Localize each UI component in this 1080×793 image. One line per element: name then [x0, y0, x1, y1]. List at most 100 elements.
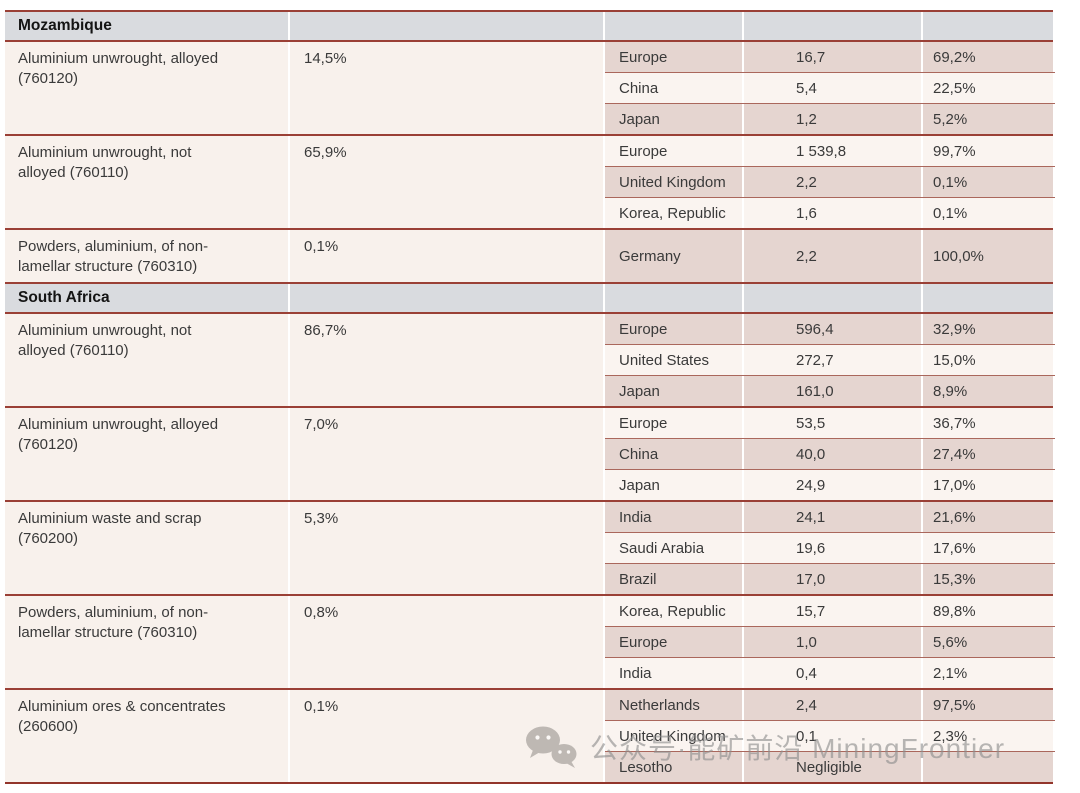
country-header-label: South Africa — [5, 284, 288, 312]
destination-row: Lesotho Negligible — [605, 751, 1055, 782]
percent-cell: 99,7% — [923, 136, 1053, 166]
destination-row: China 40,0 27,4% — [605, 438, 1055, 469]
value-cell: 2,2 — [744, 230, 921, 282]
country-header-fill — [923, 12, 1053, 40]
value-cell: 0,4 — [744, 658, 921, 688]
export-table: Mozambique Aluminium unwrought, alloyed (… — [5, 10, 1055, 784]
destination-cell: India — [605, 658, 742, 688]
commodity-group: Aluminium unwrought, alloyed (760120) 14,… — [5, 42, 1055, 134]
destination-row: Europe 53,5 36,7% — [605, 408, 1055, 438]
destination-row: India 24,1 21,6% — [605, 502, 1055, 532]
value-cell: Negligible — [744, 752, 921, 782]
destination-cell: India — [605, 502, 742, 532]
value-cell: 596,4 — [744, 314, 921, 344]
destination-row: China 5,4 22,5% — [605, 72, 1055, 103]
percent-cell: 2,3% — [923, 721, 1053, 751]
commodity-group: Aluminium waste and scrap (760200) 5,3% In… — [5, 500, 1055, 594]
destination-row: Japan 24,9 17,0% — [605, 469, 1055, 500]
commodity-cell: Powders, aluminium, of non- lamellar str… — [5, 230, 288, 282]
country-header: South Africa — [5, 282, 1053, 314]
destination-row: Europe 1,0 5,6% — [605, 626, 1055, 657]
destination-rows: Europe 1 539,8 99,7% United Kingdom 2,2 0,1% K… — [605, 136, 1055, 228]
destination-cell: China — [605, 73, 742, 103]
destination-rows: Korea, Republic 15,7 89,8% Europe 1,0 5,6% Ind… — [605, 596, 1055, 688]
percent-cell — [923, 752, 1053, 782]
destination-cell: Europe — [605, 314, 742, 344]
share-cell: 0,8% — [290, 596, 603, 688]
destination-cell: United Kingdom — [605, 167, 742, 197]
country-section: Mozambique Aluminium unwrought, alloyed (… — [5, 10, 1055, 282]
destination-cell: Netherlands — [605, 690, 742, 720]
country-header-fill — [290, 284, 603, 312]
destination-cell: Japan — [605, 376, 742, 406]
destination-cell: Europe — [605, 42, 742, 72]
country-header-fill — [923, 284, 1053, 312]
destination-rows: Europe 596,4 32,9% United States 272,7 15,0% J… — [605, 314, 1055, 406]
value-cell: 0,1 — [744, 721, 921, 751]
destination-cell: Europe — [605, 136, 742, 166]
destination-row: Germany 2,2 100,0% — [605, 230, 1055, 282]
destination-cell: Brazil — [605, 564, 742, 594]
value-cell: 24,9 — [744, 470, 921, 500]
destination-cell: Saudi Arabia — [605, 533, 742, 563]
destination-cell: United Kingdom — [605, 721, 742, 751]
destination-cell: Japan — [605, 104, 742, 134]
destination-row: Japan 161,0 8,9% — [605, 375, 1055, 406]
commodity-cell: Aluminium unwrought, alloyed (760120) — [5, 42, 288, 134]
destination-row: United Kingdom 2,2 0,1% — [605, 166, 1055, 197]
destination-rows: Europe 16,7 69,2% China 5,4 22,5% Japan 1,2 5,2% — [605, 42, 1055, 134]
value-cell: 19,6 — [744, 533, 921, 563]
percent-cell: 5,2% — [923, 104, 1053, 134]
value-cell: 16,7 — [744, 42, 921, 72]
destination-cell: China — [605, 439, 742, 469]
share-cell: 65,9% — [290, 136, 603, 228]
share-cell: 7,0% — [290, 408, 603, 500]
destination-row: Europe 1 539,8 99,7% — [605, 136, 1055, 166]
commodity-cell: Aluminium ores & concentrates (260600) — [5, 690, 288, 782]
commodity-cell: Aluminium waste and scrap (760200) — [5, 502, 288, 594]
destination-row: Europe 596,4 32,9% — [605, 314, 1055, 344]
value-cell: 5,4 — [744, 73, 921, 103]
percent-cell: 0,1% — [923, 198, 1053, 228]
percent-cell: 100,0% — [923, 230, 1053, 282]
share-cell: 0,1% — [290, 690, 603, 782]
destination-rows: Europe 53,5 36,7% China 40,0 27,4% Japan 24,9 17… — [605, 408, 1055, 500]
value-cell: 15,7 — [744, 596, 921, 626]
percent-cell: 89,8% — [923, 596, 1053, 626]
share-cell: 5,3% — [290, 502, 603, 594]
value-cell: 24,1 — [744, 502, 921, 532]
destination-cell: United States — [605, 345, 742, 375]
destination-row: Korea, Republic 1,6 0,1% — [605, 197, 1055, 228]
destination-cell: Japan — [605, 470, 742, 500]
destination-row: United States 272,7 15,0% — [605, 344, 1055, 375]
value-cell: 17,0 — [744, 564, 921, 594]
value-cell: 40,0 — [744, 439, 921, 469]
destination-row: Brazil 17,0 15,3% — [605, 563, 1055, 594]
value-cell: 2,2 — [744, 167, 921, 197]
country-header: Mozambique — [5, 10, 1053, 42]
commodity-group: Aluminium unwrought, not alloyed (760110… — [5, 134, 1055, 228]
country-header-fill — [744, 284, 921, 312]
destination-rows: India 24,1 21,6% Saudi Arabia 19,6 17,6% Brazi… — [605, 502, 1055, 594]
destination-row: Saudi Arabia 19,6 17,6% — [605, 532, 1055, 563]
value-cell: 272,7 — [744, 345, 921, 375]
value-cell: 1,0 — [744, 627, 921, 657]
commodity-group: Aluminium unwrought, alloyed (760120) 7,0… — [5, 406, 1055, 500]
destination-rows: Germany 2,2 100,0% — [605, 230, 1055, 282]
commodity-group: Aluminium ores & concentrates (260600) 0,… — [5, 688, 1055, 782]
percent-cell: 32,9% — [923, 314, 1053, 344]
percent-cell: 27,4% — [923, 439, 1053, 469]
destination-cell: Europe — [605, 627, 742, 657]
percent-cell: 8,9% — [923, 376, 1053, 406]
value-cell: 53,5 — [744, 408, 921, 438]
value-cell: 161,0 — [744, 376, 921, 406]
percent-cell: 17,6% — [923, 533, 1053, 563]
percent-cell: 36,7% — [923, 408, 1053, 438]
commodity-group: Powders, aluminium, of non- lamellar str… — [5, 228, 1055, 282]
percent-cell: 15,0% — [923, 345, 1053, 375]
country-header-fill — [290, 12, 603, 40]
destination-cell: Korea, Republic — [605, 596, 742, 626]
share-cell: 14,5% — [290, 42, 603, 134]
percent-cell: 0,1% — [923, 167, 1053, 197]
percent-cell: 15,3% — [923, 564, 1053, 594]
